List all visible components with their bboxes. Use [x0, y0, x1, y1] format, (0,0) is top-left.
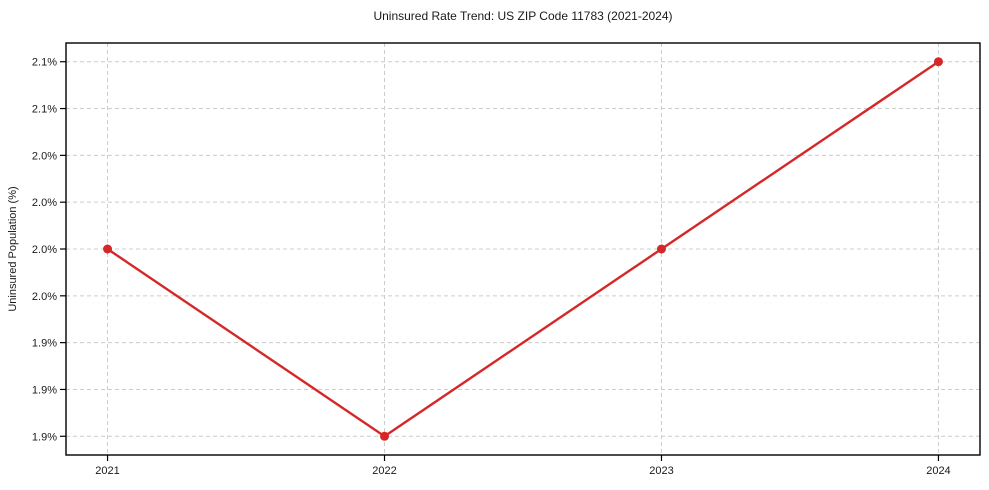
x-tick-label: 2021: [95, 465, 119, 477]
data-point-marker: [656, 244, 666, 254]
y-tick-label: 2.0%: [32, 244, 57, 256]
y-tick-label: 2.1%: [32, 104, 57, 116]
y-tick-label: 1.9%: [32, 338, 57, 350]
y-tick-label: 2.1%: [32, 57, 57, 69]
x-tick-label: 2024: [926, 465, 950, 477]
y-tick-label: 2.0%: [32, 197, 57, 209]
data-point-marker: [103, 244, 113, 254]
x-tick-label: 2022: [372, 465, 396, 477]
y-tick-label: 1.9%: [32, 431, 57, 443]
x-tick-label: 2023: [649, 465, 673, 477]
y-tick-label: 2.0%: [32, 150, 57, 162]
y-tick-label: 2.0%: [32, 291, 57, 303]
data-point-marker: [933, 57, 943, 67]
data-point-marker: [380, 431, 390, 441]
trend-line: [106, 60, 940, 438]
y-tick-label: 1.9%: [32, 384, 57, 396]
chart-title: Uninsured Rate Trend: US ZIP Code 11783 …: [373, 9, 673, 23]
